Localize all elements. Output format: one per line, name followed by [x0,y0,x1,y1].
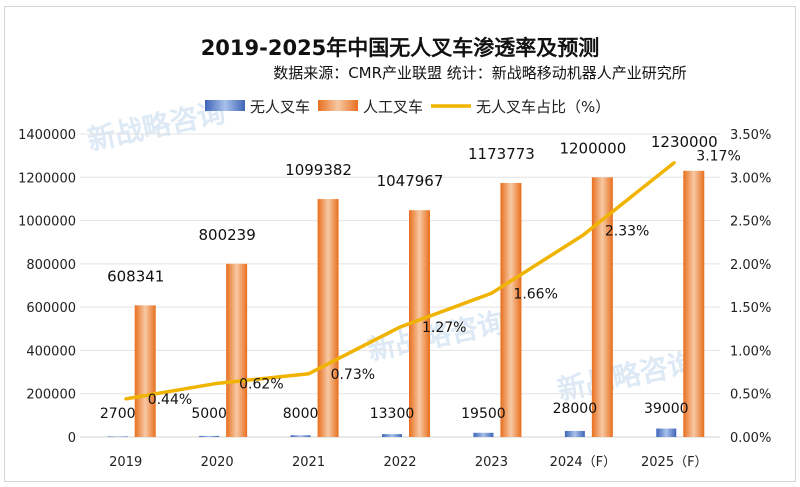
line-point [124,397,128,401]
legend-label: 人工叉车 [363,98,423,116]
y-tick-label: 200000 [26,388,76,403]
bar-manual [226,263,248,437]
y2-tick-label: 1.00% [730,344,771,359]
bar-label-unmanned: 8000 [283,406,319,422]
bar-manual [317,199,339,437]
bar-manual [409,210,430,437]
bar-unmanned [473,432,494,437]
bar-unmanned [656,428,677,437]
line-label: 1.66% [513,286,557,302]
bar-manual [683,170,705,438]
line-label: 0.62% [239,376,283,392]
legend-swatch [205,100,245,111]
bar-label-unmanned: 28000 [553,401,598,417]
y2-tick-label: 0.00% [730,431,771,446]
line-point [489,291,493,295]
x-tick-label: 2022 [383,455,416,470]
bar-label-unmanned: 5000 [191,406,227,422]
y-tick-label: 1000000 [18,215,76,230]
y2-tick-label: 2.00% [730,258,771,273]
line-label: 1.27% [422,320,466,336]
bar-manual [591,177,613,438]
x-tick-label: 2024（F） [550,455,617,470]
bar-label-manual: 800239 [199,226,256,244]
x-tick-label: 2020 [201,455,234,470]
x-tick-label: 2021 [292,455,325,470]
bar-label-manual: 608341 [107,267,164,285]
line-label: 0.73% [331,367,375,383]
y2-tick-label: 3.50% [730,128,771,143]
x-tick-label: 2019 [109,455,142,470]
line-point [307,372,311,376]
y-tick-label: 1200000 [18,171,76,186]
line-point [398,325,402,329]
y2-tick-label: 3.00% [730,171,771,186]
chart-frame [4,6,796,482]
bar-manual [134,305,156,437]
legend-label: 无人叉车占比（%） [476,98,610,116]
bar-unmanned [382,434,402,437]
bar-unmanned [107,436,128,437]
x-tick-label: 2025（F） [641,455,708,470]
y-tick-label: 600000 [26,301,76,316]
chart-subtitle: 数据来源：CMR产业联盟 统计：新战略移动机器人产业研究所 [273,64,687,82]
y2-tick-label: 2.50% [730,215,771,230]
line-label: 0.44% [148,392,192,408]
bar-label-unmanned: 39000 [644,401,689,417]
bar-label-unmanned: 2700 [100,406,136,422]
chart-title: 2019-2025年中国无人叉车渗透率及预测 [200,36,600,60]
y-tick-label: 800000 [26,258,76,273]
x-tick-label: 2023 [475,455,508,470]
bar-label-manual: 1230000 [651,133,718,151]
bar-label-manual: 1099382 [285,161,352,179]
bar-label-unmanned: 13300 [370,406,415,422]
bar-unmanned [290,435,311,437]
line-label: 3.17% [696,149,740,165]
bar-label-manual: 1047967 [377,172,444,190]
bar-label-manual: 1200000 [559,139,626,157]
y-tick-label: 0 [68,431,76,446]
line-label: 2.33% [605,223,649,239]
y2-tick-label: 0.50% [730,388,771,403]
bar-label-unmanned: 19500 [461,406,506,422]
watermark: 新战略咨询 [555,345,699,406]
line-point [672,161,676,165]
line-point [581,233,585,237]
bar-manual [500,182,522,437]
bar-label-manual: 1173773 [468,145,535,163]
bar-unmanned [564,430,585,437]
bar-unmanned [199,435,220,437]
y-tick-label: 400000 [26,344,76,359]
y2-tick-label: 1.50% [730,301,771,316]
legend-swatch [318,100,358,111]
legend-label: 无人叉车 [250,98,310,116]
y-tick-label: 1400000 [18,128,76,143]
line-point [215,381,219,385]
